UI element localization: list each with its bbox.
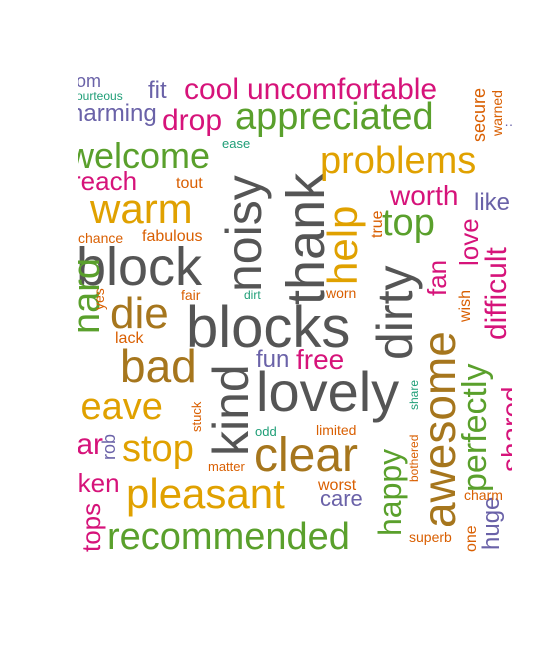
word-welcome: welcome bbox=[78, 135, 211, 176]
word-leave: leave bbox=[78, 386, 163, 428]
word-yes: yes bbox=[91, 288, 107, 310]
word-secure: secure bbox=[469, 87, 489, 142]
word-ease: ease bbox=[222, 136, 251, 151]
word-true: true bbox=[369, 210, 386, 238]
word-warned: warned bbox=[489, 90, 505, 136]
word-stuck: stuck bbox=[189, 401, 204, 432]
word-warm: warm bbox=[90, 185, 193, 232]
word-die: die bbox=[110, 289, 169, 338]
word-happy: happy bbox=[372, 448, 408, 536]
word-recommended: recommended bbox=[107, 516, 350, 555]
word-cool: cool bbox=[184, 73, 240, 106]
word-uncomfortable: uncomfortable bbox=[247, 73, 438, 106]
word-stop: stop bbox=[122, 428, 194, 470]
word-fun: fun bbox=[256, 346, 290, 373]
word-help: help bbox=[319, 205, 366, 285]
word-cloud-area: thank noisy blocks block lovely kind dir… bbox=[78, 70, 512, 555]
word-blocks: blocks bbox=[186, 295, 351, 360]
word-worth: worth bbox=[390, 180, 459, 211]
word-care: care bbox=[320, 486, 363, 511]
word-top: top bbox=[382, 202, 435, 244]
word-share: share bbox=[407, 379, 421, 410]
word-fit: fit bbox=[148, 77, 167, 104]
word-appreciated: appreciated bbox=[235, 96, 434, 138]
word-fabulous: fabulous bbox=[142, 228, 203, 245]
word-problems: problems bbox=[320, 140, 477, 182]
word-lack: lack bbox=[115, 330, 144, 347]
word-worst: worst bbox=[318, 477, 357, 494]
word-huge: huge bbox=[478, 496, 505, 550]
word-block: block bbox=[78, 237, 203, 297]
word-courteous: courteous bbox=[78, 89, 123, 103]
word-charming: charming bbox=[78, 100, 157, 127]
word-room: room bbox=[78, 71, 102, 91]
word-pleasant: pleasant bbox=[126, 470, 285, 517]
word-tout: tout bbox=[176, 175, 203, 192]
word-superb: superb bbox=[409, 529, 452, 545]
word-taken: taken bbox=[78, 468, 120, 498]
word-perfectly: perfectly bbox=[456, 363, 494, 493]
word-bad: bad bbox=[120, 340, 197, 392]
word-tops: tops bbox=[78, 502, 106, 552]
word-charm: charm bbox=[464, 487, 503, 503]
word-odd: odd bbox=[255, 424, 277, 439]
word-lovely: lovely bbox=[256, 360, 400, 423]
word-ellipsis: … bbox=[504, 114, 512, 128]
word-love: love bbox=[454, 218, 484, 266]
word-one: one bbox=[463, 525, 480, 552]
word-clear: clear bbox=[254, 429, 359, 482]
word-wish: wish bbox=[457, 289, 474, 322]
word-difficult: difficult bbox=[480, 247, 512, 340]
word-fan: fan bbox=[422, 259, 452, 296]
word-shared: shared bbox=[496, 386, 512, 472]
word-like: like bbox=[474, 189, 511, 216]
word-kind: kind bbox=[203, 364, 259, 456]
word-worn: worn bbox=[326, 285, 357, 301]
word-fair: fair bbox=[181, 287, 201, 303]
word-limited: limited bbox=[316, 422, 357, 438]
word-chance: chance bbox=[78, 230, 124, 246]
word-dirt: dirt bbox=[244, 288, 261, 302]
word-bothered: bothered bbox=[407, 434, 421, 482]
word-noisy: noisy bbox=[216, 175, 272, 292]
word-free: free bbox=[296, 344, 345, 375]
word-drop: drop bbox=[162, 104, 223, 137]
word-reach: reach bbox=[78, 166, 138, 196]
word-clear-small: clear bbox=[78, 428, 104, 461]
word-matter: matter bbox=[208, 459, 245, 474]
